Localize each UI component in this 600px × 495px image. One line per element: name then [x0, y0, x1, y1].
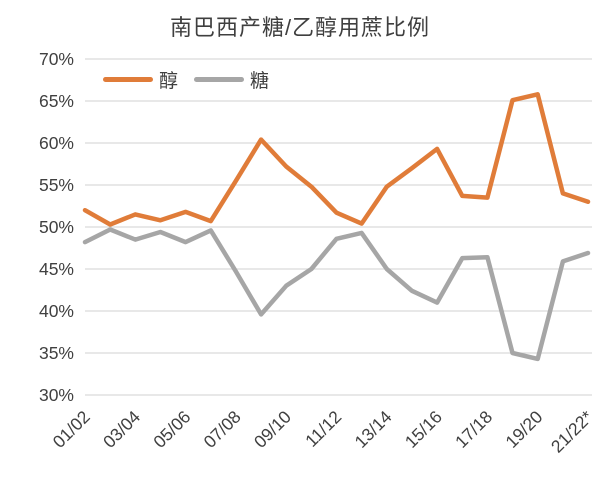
x-axis-tick-label: 21/22*: [547, 407, 597, 457]
legend-label-sugar: 糖: [250, 71, 270, 92]
ethanol-line-swatch-icon: [103, 77, 153, 82]
legend-label-ethanol: 醇: [159, 71, 179, 92]
y-axis-tick-label: 70%: [39, 49, 74, 69]
y-axis-tick-label: 55%: [39, 175, 74, 195]
legend-item-ethanol: 醇: [103, 66, 178, 93]
x-axis-tick-label: 03/04: [99, 407, 144, 452]
y-axis-tick-label: 65%: [39, 91, 74, 111]
x-axis-tick-label: 05/06: [149, 407, 194, 452]
y-axis-tick-label: 45%: [39, 259, 74, 279]
x-axis-tick-label: 13/14: [351, 407, 396, 452]
x-axis-tick-label: 19/20: [501, 407, 546, 452]
x-axis-tick-label: 15/16: [401, 407, 446, 452]
y-axis-tick-label: 50%: [39, 217, 74, 237]
sugar-line: [82, 227, 591, 362]
chart-title: 南巴西产糖/乙醇用蔗比例: [169, 15, 431, 40]
y-axis-tick-label: 40%: [39, 301, 74, 321]
y-axis-tick-label: 30%: [39, 385, 74, 405]
y-axis-tick-label: 60%: [39, 133, 74, 153]
legend-item-sugar: 糖: [194, 66, 269, 93]
x-axis-tick-label: 01/02: [49, 407, 94, 452]
legend: 醇 糖: [103, 66, 269, 93]
x-axis-tick-label: 17/18: [451, 407, 496, 452]
x-axis-tick-label: 09/10: [250, 407, 295, 452]
x-axis-tick-label: 07/08: [200, 407, 245, 452]
x-axis-tick-label: 11/12: [301, 407, 345, 451]
sugar-line-swatch-icon: [194, 77, 245, 82]
ethanol-line: [82, 92, 591, 227]
y-axis-tick-label: 35%: [39, 343, 74, 363]
